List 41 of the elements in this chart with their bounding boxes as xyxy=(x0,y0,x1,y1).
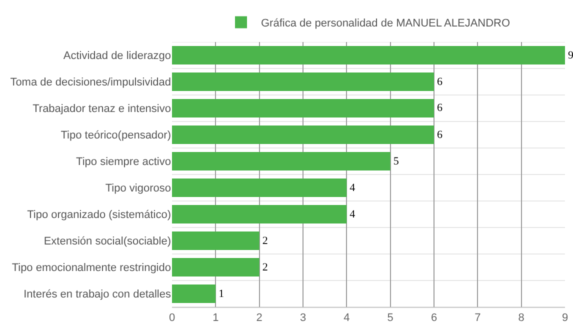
x-tick-label: 1 xyxy=(212,312,219,324)
bar xyxy=(172,98,434,118)
bar xyxy=(172,178,347,198)
data-label: 4 xyxy=(350,182,356,194)
y-tick-label: Tipo emocionalmente restringido xyxy=(12,262,171,274)
y-tick-label: Tipo teórico(pensador) xyxy=(60,130,171,142)
bar xyxy=(172,125,434,144)
y-tick-label: Tipo organizado (sistemático) xyxy=(27,209,171,222)
data-label: 6 xyxy=(437,102,443,114)
data-label: 9 xyxy=(568,49,573,62)
data-label: 6 xyxy=(437,76,443,88)
data-label: 1 xyxy=(218,288,224,300)
y-tick-label: Actividad de liderazgo xyxy=(63,50,171,62)
data-label: 5 xyxy=(393,155,400,168)
data-label: 4 xyxy=(350,208,356,220)
bar xyxy=(172,231,260,250)
y-tick-label: Trabajador tenaz e intensivo xyxy=(32,103,171,116)
y-tick-label: Toma de decisiones/impulsividad xyxy=(10,76,171,89)
data-label: 2 xyxy=(262,234,268,247)
data-label: 2 xyxy=(262,261,268,274)
y-tick-label: Tipo siempre activo xyxy=(76,156,171,168)
bar xyxy=(172,152,390,171)
x-tick-label: 2 xyxy=(256,312,262,324)
bar xyxy=(172,258,260,277)
x-tick-label: 8 xyxy=(518,312,524,324)
x-tick-label: 5 xyxy=(387,312,394,324)
data-label: 6 xyxy=(437,128,443,141)
bar xyxy=(172,284,216,304)
legend-label: Gráfica de personalidad de MANUEL ALEJANDRO xyxy=(261,17,510,30)
y-tick-label: Extensión social(sociable) xyxy=(44,236,171,248)
x-tick-label: 7 xyxy=(474,312,481,324)
x-tick-label: 3 xyxy=(300,312,306,324)
bar xyxy=(172,72,434,92)
y-tick-label: Interés en trabajo con detalles xyxy=(24,288,172,301)
bar xyxy=(172,46,565,65)
x-tick-label: 6 xyxy=(430,312,438,324)
x-tick-label: 9 xyxy=(562,312,568,324)
x-tick-label: 0 xyxy=(168,312,176,324)
y-tick-label: Tipo vigoroso xyxy=(105,182,171,195)
x-tick-label: 4 xyxy=(344,312,350,324)
bar xyxy=(172,204,347,224)
